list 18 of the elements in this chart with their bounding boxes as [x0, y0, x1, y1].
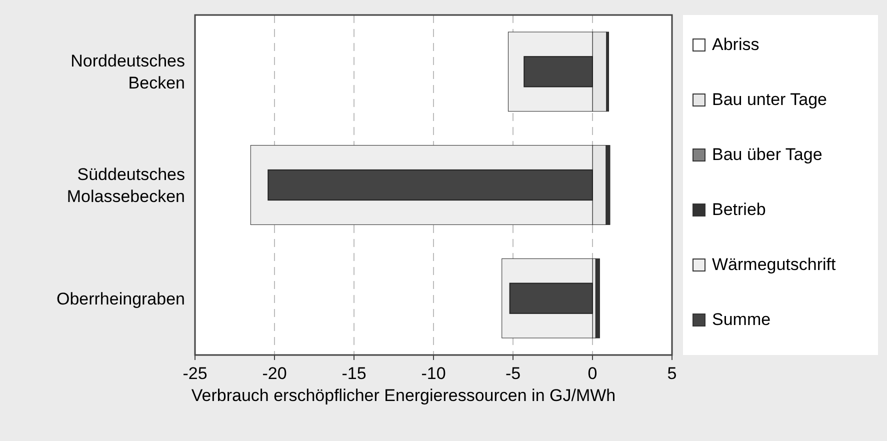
bar: [595, 258, 600, 338]
x-tick-label: -10: [421, 364, 446, 383]
x-tick-label: -25: [182, 364, 208, 383]
x-tick-label: -15: [342, 364, 366, 383]
x-tick-label: -5: [505, 364, 521, 383]
legend-label: Abriss: [712, 35, 760, 54]
x-axis-title: Verbrauch erschöpflicher Energieressourcen in GJ/MWh: [191, 386, 616, 405]
y-tick-label: Norddeutsches Becken: [70, 52, 185, 93]
x-tick-label: 5: [667, 364, 677, 383]
legend-label: Betrieb: [712, 200, 766, 219]
legend-label: Wärmegutschrift: [712, 255, 836, 274]
legend-label: Bau unter Tage: [712, 90, 827, 109]
x-tick-label: -20: [262, 364, 287, 383]
y-tick-label: Oberrheingraben: [56, 289, 185, 308]
y-tick-label: Süddeutsches Molassebecken: [66, 165, 185, 206]
legend-label: Summe: [712, 310, 771, 329]
legend-label: Bau über Tage: [712, 145, 822, 164]
x-tick-label: 0: [588, 364, 598, 383]
